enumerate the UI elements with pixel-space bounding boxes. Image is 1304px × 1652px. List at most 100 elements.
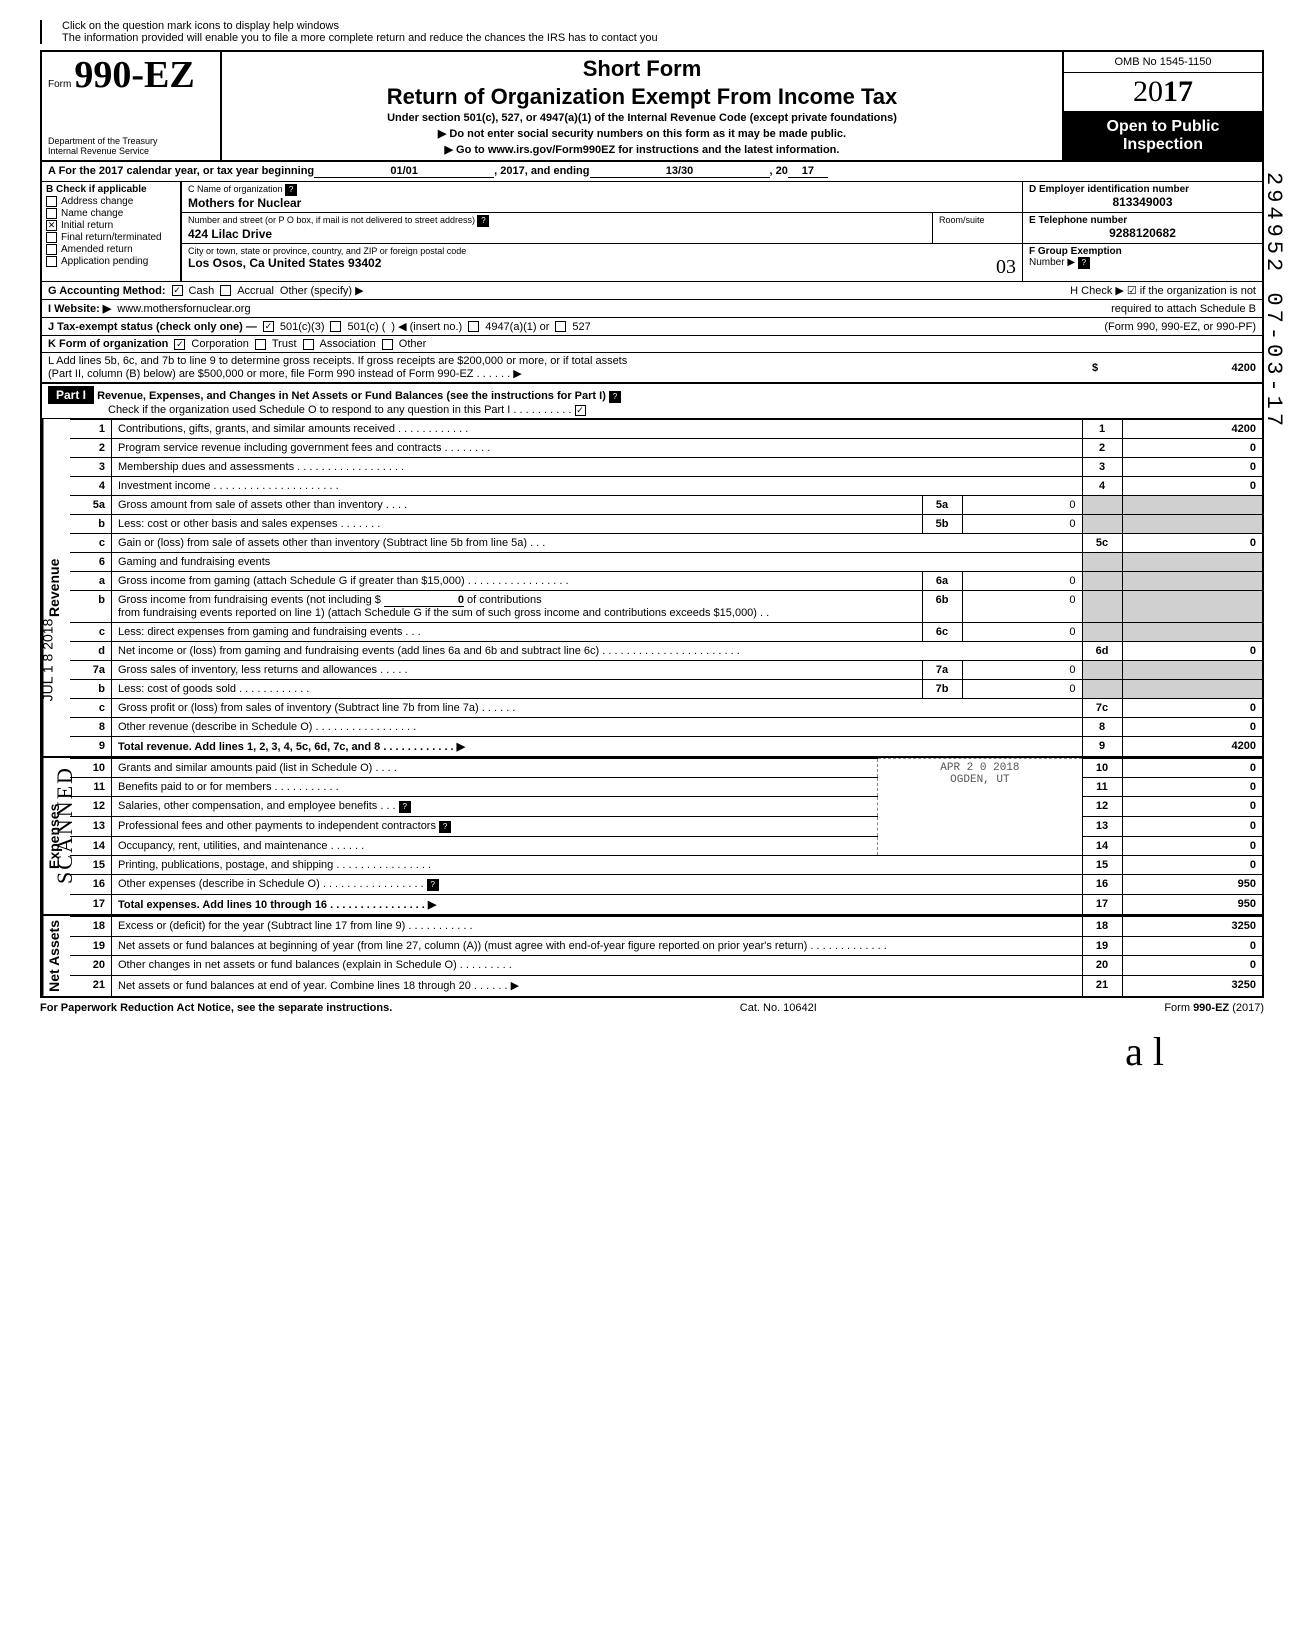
help-icon[interactable]: ? <box>1078 257 1090 269</box>
tax-year: 2017 <box>1064 73 1262 112</box>
ln-7a-in: 7a <box>922 661 962 680</box>
line-k: K Form of organization ✓Corporation Trus… <box>42 336 1262 353</box>
shaded-cell <box>1082 496 1122 515</box>
shaded-cell <box>1082 553 1122 572</box>
ln-10-rn: 10 <box>1082 759 1122 778</box>
check-application-pending[interactable] <box>46 256 57 267</box>
help-icon[interactable]: ? <box>439 821 451 833</box>
check-amended-return[interactable] <box>46 244 57 255</box>
check-501c[interactable] <box>330 321 341 332</box>
ln-6b-d1: Gross income from fundraising events (no… <box>118 594 381 606</box>
help-icon[interactable]: ? <box>399 801 411 813</box>
stamp-city: OGDEN, UT <box>884 774 1075 786</box>
ln-6c-desc: Less: direct expenses from gaming and fu… <box>112 623 923 642</box>
label-accrual: Accrual <box>237 285 274 297</box>
year-prefix: 20 <box>1133 75 1163 108</box>
check-4947[interactable] <box>468 321 479 332</box>
ln-6a-in: 6a <box>922 572 962 591</box>
shaded-cell <box>1082 515 1122 534</box>
ein-value: 813349003 <box>1029 195 1256 209</box>
ln-17-val: 950 <box>1122 895 1262 915</box>
check-schedule-o[interactable]: ✓ <box>575 405 586 416</box>
label-address-change: Address change <box>61 196 133 207</box>
help-icon[interactable]: ? <box>609 391 621 403</box>
line-l-amount: 4200 <box>1116 362 1256 374</box>
ln-19-desc: Net assets or fund balances at beginning… <box>112 936 1083 956</box>
check-501c3[interactable]: ✓ <box>263 321 274 332</box>
check-other-org[interactable] <box>382 339 393 350</box>
label-other-org: Other <box>399 338 427 350</box>
expenses-side-label: Expenses <box>42 758 70 914</box>
ln-8-val: 0 <box>1122 718 1262 737</box>
line-j-label: J Tax-exempt status (check only one) — <box>48 321 257 333</box>
check-name-change[interactable] <box>46 208 57 219</box>
ln-17-desc: Total expenses. Add lines 10 through 16 … <box>112 895 1083 915</box>
ln-13-rn: 13 <box>1082 817 1122 837</box>
ln-9-val: 4200 <box>1122 737 1262 757</box>
shaded-cell <box>1082 623 1122 642</box>
ln-1-rn: 1 <box>1082 420 1122 439</box>
ln-6b-d3: from fundraising events reported on line… <box>118 607 769 619</box>
ln-14-desc: Occupancy, rent, utilities, and maintena… <box>112 837 878 856</box>
ln-7c-num: c <box>70 699 112 718</box>
check-association[interactable] <box>303 339 314 350</box>
section-f-label: F Group Exemption <box>1029 246 1256 257</box>
ln-3-num: 3 <box>70 458 112 477</box>
ln-16-desc: Other expenses (describe in Schedule O) … <box>112 875 1083 895</box>
ln-7c-desc: Gross profit or (loss) from sales of inv… <box>112 699 1083 718</box>
check-initial-return[interactable]: ✕ <box>46 220 57 231</box>
shaded-cell <box>1082 680 1122 699</box>
website-value: www.mothersfornuclear.org <box>117 303 250 315</box>
shaded-cell <box>1122 515 1262 534</box>
section-f-number: Number ▶ <box>1029 257 1075 268</box>
line-a-end: 13/30 <box>590 165 770 178</box>
line-i-label: I Website: ▶ <box>48 302 111 315</box>
check-accrual[interactable] <box>220 285 231 296</box>
check-trust[interactable] <box>255 339 266 350</box>
check-cash[interactable]: ✓ <box>172 285 183 296</box>
label-application-pending: Application pending <box>61 256 148 267</box>
ln-4-desc: Investment income . . . . . . . . . . . … <box>112 477 1083 496</box>
label-4947: 4947(a)(1) or <box>485 321 549 333</box>
ln-20-num: 20 <box>70 956 112 976</box>
help-icon[interactable]: ? <box>427 879 439 891</box>
line-l: L Add lines 5b, 6c, and 7b to line 9 to … <box>42 353 1262 384</box>
handwritten-03: 03 <box>996 256 1016 279</box>
line-a-mid: , 2017, and ending <box>494 165 589 178</box>
ln-16-val: 950 <box>1122 875 1262 895</box>
ln-18-num: 18 <box>70 917 112 937</box>
ln-5a-desc: Gross amount from sale of assets other t… <box>112 496 923 515</box>
check-corporation[interactable]: ✓ <box>174 339 185 350</box>
dept-line-2: Internal Revenue Service <box>48 146 214 156</box>
ln-21-desc: Net assets or fund balances at end of ye… <box>112 976 1083 996</box>
open-to-public: Open to Public Inspection <box>1064 112 1262 160</box>
revenue-table: 1Contributions, gifts, grants, and simil… <box>70 419 1263 756</box>
ln-6b-d2: of contributions <box>467 594 542 606</box>
ln-5b-desc: Less: cost or other basis and sales expe… <box>112 515 923 534</box>
ln-2-rn: 2 <box>1082 439 1122 458</box>
ln-16-rn: 16 <box>1082 875 1122 895</box>
ln-10-desc: Grants and similar amounts paid (list in… <box>112 759 878 778</box>
received-stamp: APR 2 0 2018OGDEN, UT <box>878 759 1082 856</box>
line-j: J Tax-exempt status (check only one) — ✓… <box>42 318 1262 336</box>
check-address-change[interactable] <box>46 196 57 207</box>
ln-8-rn: 8 <box>1082 718 1122 737</box>
ln-6d-num: d <box>70 642 112 661</box>
identity-block: B Check if applicable Address change Nam… <box>42 182 1262 282</box>
label-501c: 501(c) ( <box>347 321 385 333</box>
ln-6d-val: 0 <box>1122 642 1262 661</box>
city-label: City or town, state or province, country… <box>188 246 1016 256</box>
help-icon[interactable]: ? <box>477 215 489 227</box>
ln-15-rn: 15 <box>1082 856 1122 875</box>
line-i-row: I Website: ▶ www.mothersfornuclear.org r… <box>42 300 1262 318</box>
ln-6b-desc: Gross income from fundraising events (no… <box>112 591 923 623</box>
ln-12-val: 0 <box>1122 797 1262 817</box>
check-final-return[interactable] <box>46 232 57 243</box>
footer-cat: Cat. No. 10642I <box>740 1002 817 1014</box>
label-final-return: Final return/terminated <box>61 232 162 243</box>
ln-5b-num: b <box>70 515 112 534</box>
check-527[interactable] <box>555 321 566 332</box>
ln-7b-desc: Less: cost of goods sold . . . . . . . .… <box>112 680 923 699</box>
ln-18-val: 3250 <box>1122 917 1262 937</box>
help-icon[interactable]: ? <box>285 184 297 196</box>
